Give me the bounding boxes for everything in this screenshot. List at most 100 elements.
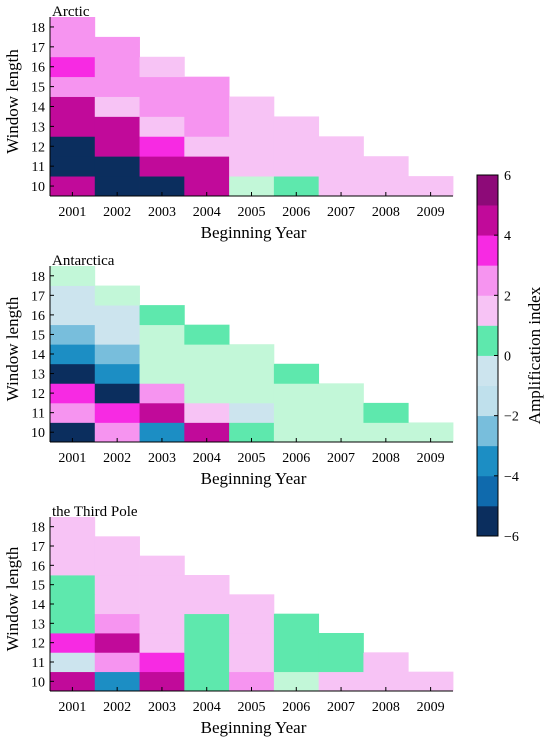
heatmap-cell (139, 613, 185, 634)
heatmap-cell (94, 344, 140, 365)
heatmap-cell (184, 671, 230, 692)
colorbar-tick-label: −4 (504, 470, 519, 485)
x-tick-label: 2001 (58, 451, 86, 466)
x-tick-label: 2003 (148, 700, 176, 715)
heatmap-cell (184, 344, 230, 365)
heatmap-cell (139, 652, 185, 673)
heatmap-cell (139, 671, 185, 692)
heatmap-cell (50, 96, 96, 117)
colorbar-segment (477, 445, 498, 477)
heatmap-cell (184, 422, 230, 443)
heatmap-cell (184, 383, 230, 404)
x-tick-label: 2003 (148, 205, 176, 220)
y-tick-label: 13 (31, 617, 45, 632)
heatmap-cell (139, 575, 185, 595)
colorbar-segment (477, 175, 498, 206)
heatmap-cell (184, 136, 230, 157)
x-tick-label: 2006 (282, 451, 310, 466)
heatmap-cell (94, 422, 140, 443)
heatmap-panel: 2001 2002 2003 2004 2005 2006 2007 2008 2009 10 11… (3, 253, 454, 488)
heatmap-cell (50, 383, 96, 404)
heatmap-cell (50, 266, 96, 286)
heatmap-cell (94, 76, 140, 97)
y-tick-label: 12 (31, 140, 45, 155)
panel-title: the Third Pole (52, 504, 138, 520)
heatmap-cell (229, 633, 275, 653)
y-tick-label: 10 (31, 426, 45, 441)
heatmap-cell (318, 136, 364, 157)
heatmap-cell (363, 156, 409, 177)
x-tick-label: 2004 (193, 700, 221, 715)
heatmap-cell (50, 136, 96, 157)
colorbar-segment (477, 385, 498, 417)
heatmap-cell (50, 305, 96, 326)
heatmap-cell (273, 633, 320, 653)
heatmap-cell (139, 422, 185, 443)
y-tick-label: 17 (31, 540, 45, 555)
colorbar-tick-label: −6 (504, 530, 519, 545)
y-tick-label: 17 (31, 41, 45, 56)
heatmap-cell (318, 652, 364, 673)
heatmap-cell (408, 422, 454, 443)
heatmap-cell (94, 613, 140, 634)
heatmap-cell (273, 116, 320, 137)
heatmap-cell (363, 176, 409, 197)
heatmap-cell (408, 176, 454, 197)
heatmap-cell (139, 363, 185, 384)
x-tick-label: 2001 (58, 205, 86, 220)
heatmap-cell (229, 383, 275, 404)
heatmap-cell (50, 422, 96, 443)
heatmap-cell (139, 156, 185, 177)
heatmap-cell (273, 652, 320, 673)
y-axis-label: Window length (3, 296, 22, 401)
heatmap-cell (184, 176, 230, 197)
colorbar-tick-label: 4 (504, 229, 511, 244)
y-tick-label: 16 (31, 559, 45, 574)
heatmap-cell (184, 363, 230, 384)
heatmap-cell (184, 652, 230, 673)
heatmap-cell (94, 96, 140, 117)
heatmap-cell (273, 136, 320, 157)
x-tick-label: 2007 (327, 205, 355, 220)
heatmap-cell (94, 402, 140, 423)
heatmap-cell (184, 633, 230, 653)
colorbar: 6 4 2 0 −2 −4 −6 Amplification index (476, 169, 544, 545)
colorbar-tick-label: 2 (504, 289, 511, 304)
heatmap-cell (139, 594, 185, 615)
heatmap-cell (229, 594, 275, 615)
y-axis-label: Window length (3, 546, 22, 651)
heatmap-cell (50, 536, 96, 557)
heatmap-panel: 2001 2002 2003 2004 2005 2006 2007 2008 2009 10 11… (3, 4, 454, 242)
heatmap-cell (229, 136, 275, 157)
heatmap-cell (229, 116, 275, 137)
heatmap-cell (50, 652, 96, 673)
y-tick-label: 16 (31, 61, 45, 76)
heatmap-cell (94, 156, 140, 177)
heatmap-cell (50, 176, 96, 197)
colorbar-segment (477, 415, 498, 447)
colorbar-segment (477, 505, 498, 537)
heatmap-cell (229, 176, 275, 197)
heatmap-cell (273, 671, 320, 692)
y-tick-label: 13 (31, 368, 45, 383)
heatmap-cell (50, 402, 96, 423)
heatmap-cell (94, 383, 140, 404)
colorbar-tick-label: 6 (504, 169, 511, 184)
heatmap-cell (363, 422, 409, 443)
heatmap-cell (229, 156, 275, 177)
heatmap-cell (273, 363, 320, 384)
heatmap-cell (273, 613, 320, 634)
heatmap-cell (139, 402, 185, 423)
heatmap-cell (363, 402, 409, 423)
heatmap-cell (50, 17, 96, 38)
heatmap-cell (139, 56, 185, 78)
heatmap-cell (139, 633, 185, 653)
y-tick-label: 13 (31, 120, 45, 135)
heatmap-cell (94, 363, 140, 384)
heatmap-cell (139, 176, 185, 197)
x-tick-label: 2005 (238, 451, 266, 466)
heatmap-cell (139, 324, 185, 345)
heatmap-cell (318, 402, 364, 423)
heatmap-cell (363, 652, 409, 673)
